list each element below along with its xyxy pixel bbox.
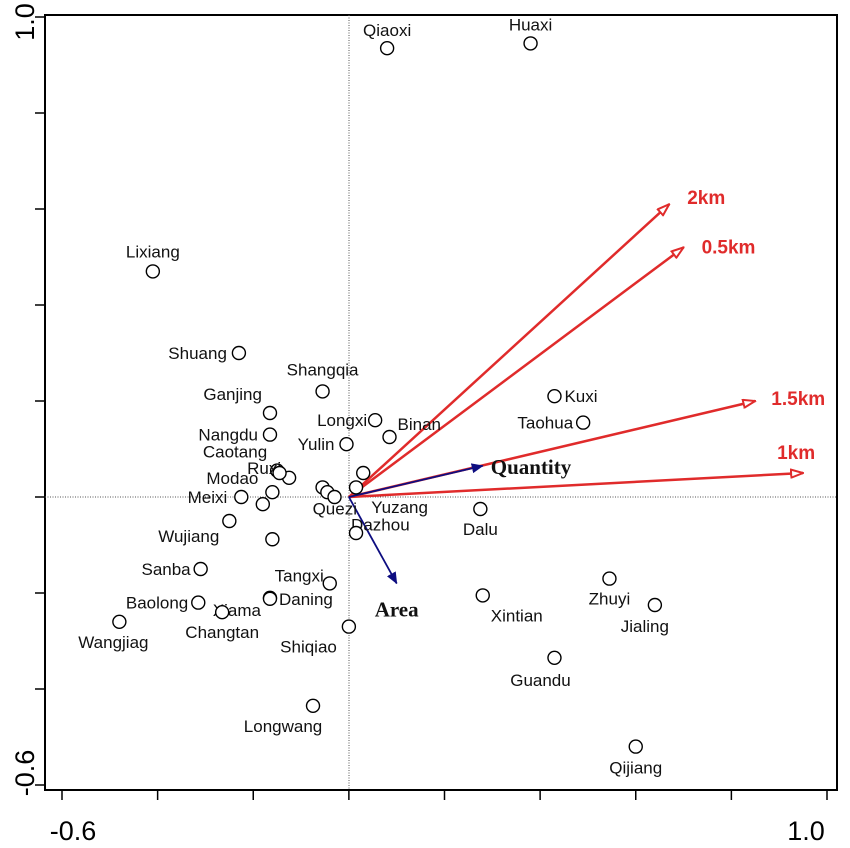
site-point xyxy=(255,497,271,512)
site-point xyxy=(327,489,342,505)
buffer-vector-2km xyxy=(348,204,669,498)
site-label: Baolong xyxy=(126,594,188,613)
site-point xyxy=(339,437,354,452)
site-point xyxy=(322,576,337,591)
site-point xyxy=(265,485,280,500)
y-tick-label-max: 1.0 xyxy=(10,3,40,41)
site-label: Yulin xyxy=(298,435,335,454)
site-point xyxy=(265,532,280,547)
site-point xyxy=(315,384,330,399)
buffer-vector-0.5km xyxy=(348,247,684,499)
site-label: Caotang xyxy=(203,443,267,462)
site-label: Daning xyxy=(279,590,333,609)
buffer-vector-1km xyxy=(348,473,803,499)
y-tick-label-min: -0.6 xyxy=(10,750,40,797)
site-point xyxy=(367,413,383,428)
site-label: Zhuyi xyxy=(589,590,631,609)
site-label: Quezi xyxy=(313,499,357,518)
site-point xyxy=(647,597,663,613)
site-point xyxy=(356,465,371,481)
buffer-vector-label: 1.5km xyxy=(771,389,825,410)
site-point xyxy=(112,614,127,629)
site-point xyxy=(191,595,206,610)
plot-frame xyxy=(44,14,838,791)
site-point xyxy=(547,650,562,665)
site-label: Longwang xyxy=(244,717,322,736)
buffer-vector-label: 1km xyxy=(777,443,815,464)
x-tick-label-min: -0.6 xyxy=(50,816,97,846)
site-label: Qiaoxi xyxy=(363,21,411,40)
x-axis-ticks xyxy=(61,790,828,800)
buffer-vector-label: 2km xyxy=(687,188,725,209)
site-label: Jialing xyxy=(621,617,669,636)
env-vector-quantity xyxy=(348,463,484,498)
site-point xyxy=(575,415,591,430)
site-point xyxy=(222,513,237,529)
site-label: Guandu xyxy=(510,671,571,690)
vectors-layer: 2km 0.5km 1.5km 1km Quantity Area xyxy=(348,188,825,621)
site-point xyxy=(382,429,397,445)
site-label: Shangqia xyxy=(287,360,359,379)
site-point xyxy=(262,591,278,606)
site-point xyxy=(305,698,321,713)
site-label: Yuzang xyxy=(371,498,428,517)
site-point xyxy=(234,489,249,505)
site-point xyxy=(193,561,208,577)
site-label: Binan xyxy=(398,415,441,434)
site-point xyxy=(379,41,395,56)
site-label: Dalu xyxy=(463,520,498,539)
site-label: Tangxi xyxy=(275,566,324,585)
sites-layer: Qiaoxi Huaxi Lixiang Shuang Shangqia Ganjing L… xyxy=(78,15,669,777)
site-label: Sanba xyxy=(141,560,191,579)
env-vector-label: Area xyxy=(375,597,419,621)
site-label: Meixi xyxy=(188,488,228,507)
site-point xyxy=(523,36,538,51)
site-point xyxy=(145,264,161,279)
site-point xyxy=(348,480,364,495)
site-label: Lixiang xyxy=(126,242,180,261)
x-tick-label-max: 1.0 xyxy=(787,816,825,846)
site-label: Wangjiag xyxy=(78,633,148,652)
site-label: Shiqiao xyxy=(280,638,337,657)
site-point xyxy=(272,465,287,481)
site-label: Kuxi xyxy=(564,387,597,406)
site-label: Taohua xyxy=(517,414,573,433)
y-axis-ticks xyxy=(35,16,45,786)
env-vector-area xyxy=(348,496,398,585)
site-point xyxy=(348,525,364,541)
site-point xyxy=(547,389,562,404)
site-point xyxy=(628,739,643,754)
buffer-vector-label: 0.5km xyxy=(702,237,756,258)
site-label: Wujiang xyxy=(158,527,219,546)
site-label: Ganjing xyxy=(203,385,262,404)
site-label: Qijiang xyxy=(609,759,662,778)
site-label: Changtan xyxy=(185,623,259,642)
site-point xyxy=(262,405,278,421)
site-point xyxy=(602,571,617,586)
site-label: Xintian xyxy=(491,606,543,625)
site-label: Dazhou xyxy=(351,515,410,534)
site-label: Modao xyxy=(206,469,258,488)
site-label: Huaxi xyxy=(509,15,552,34)
site-label: Longxi xyxy=(317,411,367,430)
site-label: Shuang xyxy=(168,344,227,363)
site-label: Nangdu xyxy=(198,426,258,445)
site-point xyxy=(262,427,278,442)
site-point xyxy=(341,619,357,634)
env-vector-label: Quantity xyxy=(491,455,572,479)
site-point xyxy=(475,588,490,603)
site-point xyxy=(473,501,488,517)
site-point xyxy=(214,605,230,620)
site-point xyxy=(231,345,247,361)
